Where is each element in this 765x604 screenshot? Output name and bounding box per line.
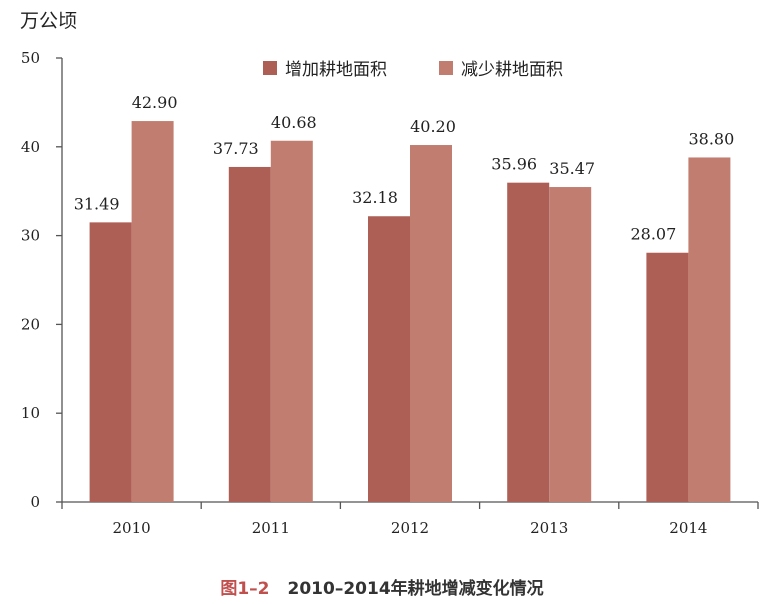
data-label: 38.80 [688,129,734,148]
bar-increase [507,182,550,502]
bar-decrease [270,140,313,502]
data-label: 28.07 [630,225,676,244]
data-label: 40.20 [410,117,456,136]
bars [89,121,731,503]
bar-decrease [688,157,731,502]
data-label: 40.68 [271,113,317,132]
legend-swatch-increase [263,61,277,75]
bar-increase [89,222,132,502]
x-tick-label: 2014 [669,519,707,537]
x-tick-label: 2010 [113,519,151,537]
x-tick-label: 2013 [530,519,568,537]
legend: 增加耕地面积 减少耕地面积 [263,60,563,80]
x-ticks: 2010 2011 2012 2013 2014 [61,502,759,537]
figure-caption: 图1–2 2010–2014年耕地增减变化情况 [220,578,543,599]
y-tick-label: 30 [21,227,40,245]
bar-increase [646,252,689,502]
y-ticks: 0 10 20 30 40 50 [21,49,62,511]
data-label: 31.49 [74,194,120,213]
legend-swatch-decrease [439,61,453,75]
x-tick-label: 2012 [391,519,429,537]
data-label: 32.18 [352,188,398,207]
caption-text: 2010–2014年耕地增减变化情况 [288,578,544,599]
x-tick-label: 2011 [252,519,290,537]
y-tick-label: 0 [30,493,40,511]
data-label: 42.90 [132,93,178,112]
data-labels: 31.49 37.73 32.18 35.96 28.07 42.90 40.68 40.20… [74,93,735,244]
y-tick-label: 20 [21,315,40,333]
y-tick-label: 10 [21,404,40,422]
data-label: 35.96 [491,155,537,174]
legend-label-decrease: 减少耕地面积 [461,60,563,80]
y-tick-label: 40 [21,138,40,156]
y-unit-label: 万公顷 [20,10,77,32]
bar-decrease [410,145,452,503]
legend-label-increase: 增加耕地面积 [285,60,387,80]
bar-decrease [549,187,592,502]
bar-increase [228,166,271,503]
bar-decrease [131,121,174,502]
data-label: 35.47 [549,159,595,178]
y-tick-label: 50 [21,49,40,67]
caption-number: 图1–2 [220,579,269,599]
data-label: 37.73 [213,139,259,158]
bar-increase [368,216,410,503]
